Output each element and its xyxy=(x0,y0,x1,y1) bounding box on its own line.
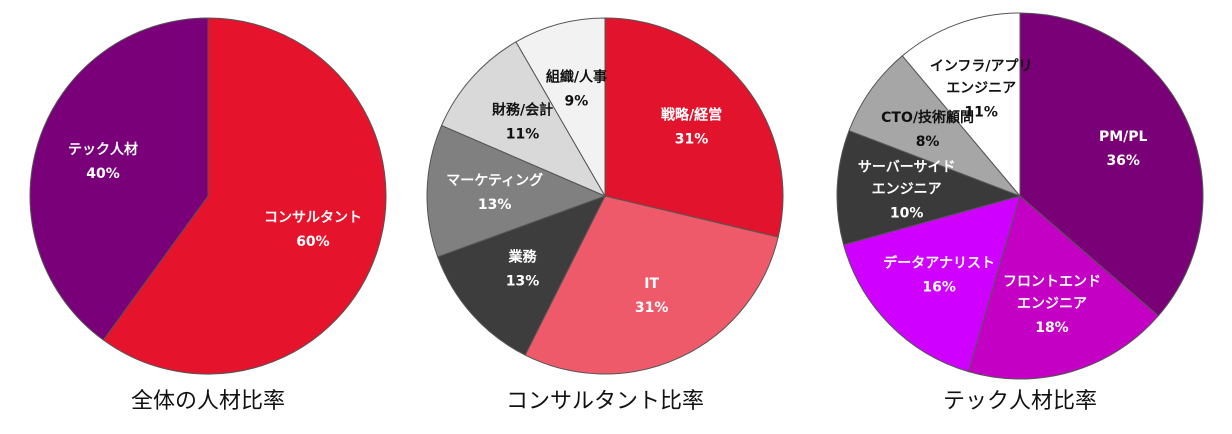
slice-value-label: 31% xyxy=(635,300,669,316)
slice-label: フロントエンドエンジニア xyxy=(1003,274,1101,312)
slice-value-label: 16% xyxy=(922,280,956,296)
pie-slice xyxy=(440,41,607,198)
slice-label: CTO/技術顧問 xyxy=(881,109,974,126)
slice-value-label: 13% xyxy=(506,273,540,289)
pie-slice xyxy=(604,17,784,238)
slice-label: コンサルタント xyxy=(264,210,362,226)
slice-label: PM/PL xyxy=(1099,129,1148,145)
chart-title: テック人材比率 xyxy=(943,389,1097,414)
slice-label: テック人材 xyxy=(68,141,138,158)
pie-slice xyxy=(102,17,387,375)
slice-value-label: 8% xyxy=(916,134,940,150)
slice-value-label: 10% xyxy=(890,206,924,222)
pie-slice xyxy=(1019,12,1204,317)
chart-title: コンサルタント比率 xyxy=(506,389,704,414)
pie-slice xyxy=(901,12,1021,198)
slice-value-label: 31% xyxy=(675,132,709,148)
slice-label: マーケティング xyxy=(446,172,543,189)
slice-label: 戦略/経営 xyxy=(661,107,722,124)
pie-slice xyxy=(426,124,607,258)
pie-slice xyxy=(29,17,209,341)
slice-label: サーバーサイドエンジニア xyxy=(858,160,956,198)
pie-slice xyxy=(967,195,1160,380)
slice-label: インフラ/アプリエンジニア xyxy=(930,58,1033,96)
pie-slice xyxy=(848,55,1022,198)
pie-slice xyxy=(437,195,607,356)
slice-label: IT xyxy=(644,276,659,292)
slice-value-label: 60% xyxy=(296,234,330,250)
pie-slice xyxy=(515,17,606,198)
slice-value-label: 11% xyxy=(506,127,540,143)
slice-value-label: 18% xyxy=(1035,320,1069,336)
slice-value-label: 13% xyxy=(478,197,512,213)
slice-label: 財務/会計 xyxy=(491,102,553,119)
slice-label: 業務 xyxy=(508,248,538,265)
pie-slice xyxy=(524,195,779,375)
slice-value-label: 36% xyxy=(1106,153,1140,169)
slice-label: データアナリスト xyxy=(883,255,995,272)
chart-title: 全体の人材比率 xyxy=(131,389,285,414)
slice-value-label: 40% xyxy=(86,166,120,182)
pie-slice xyxy=(836,130,1022,246)
slice-value-label: 9% xyxy=(565,93,589,109)
slice-value-label: 11% xyxy=(964,104,998,120)
slice-label: 組織/人事 xyxy=(546,68,607,85)
pie-slice xyxy=(843,195,1021,373)
